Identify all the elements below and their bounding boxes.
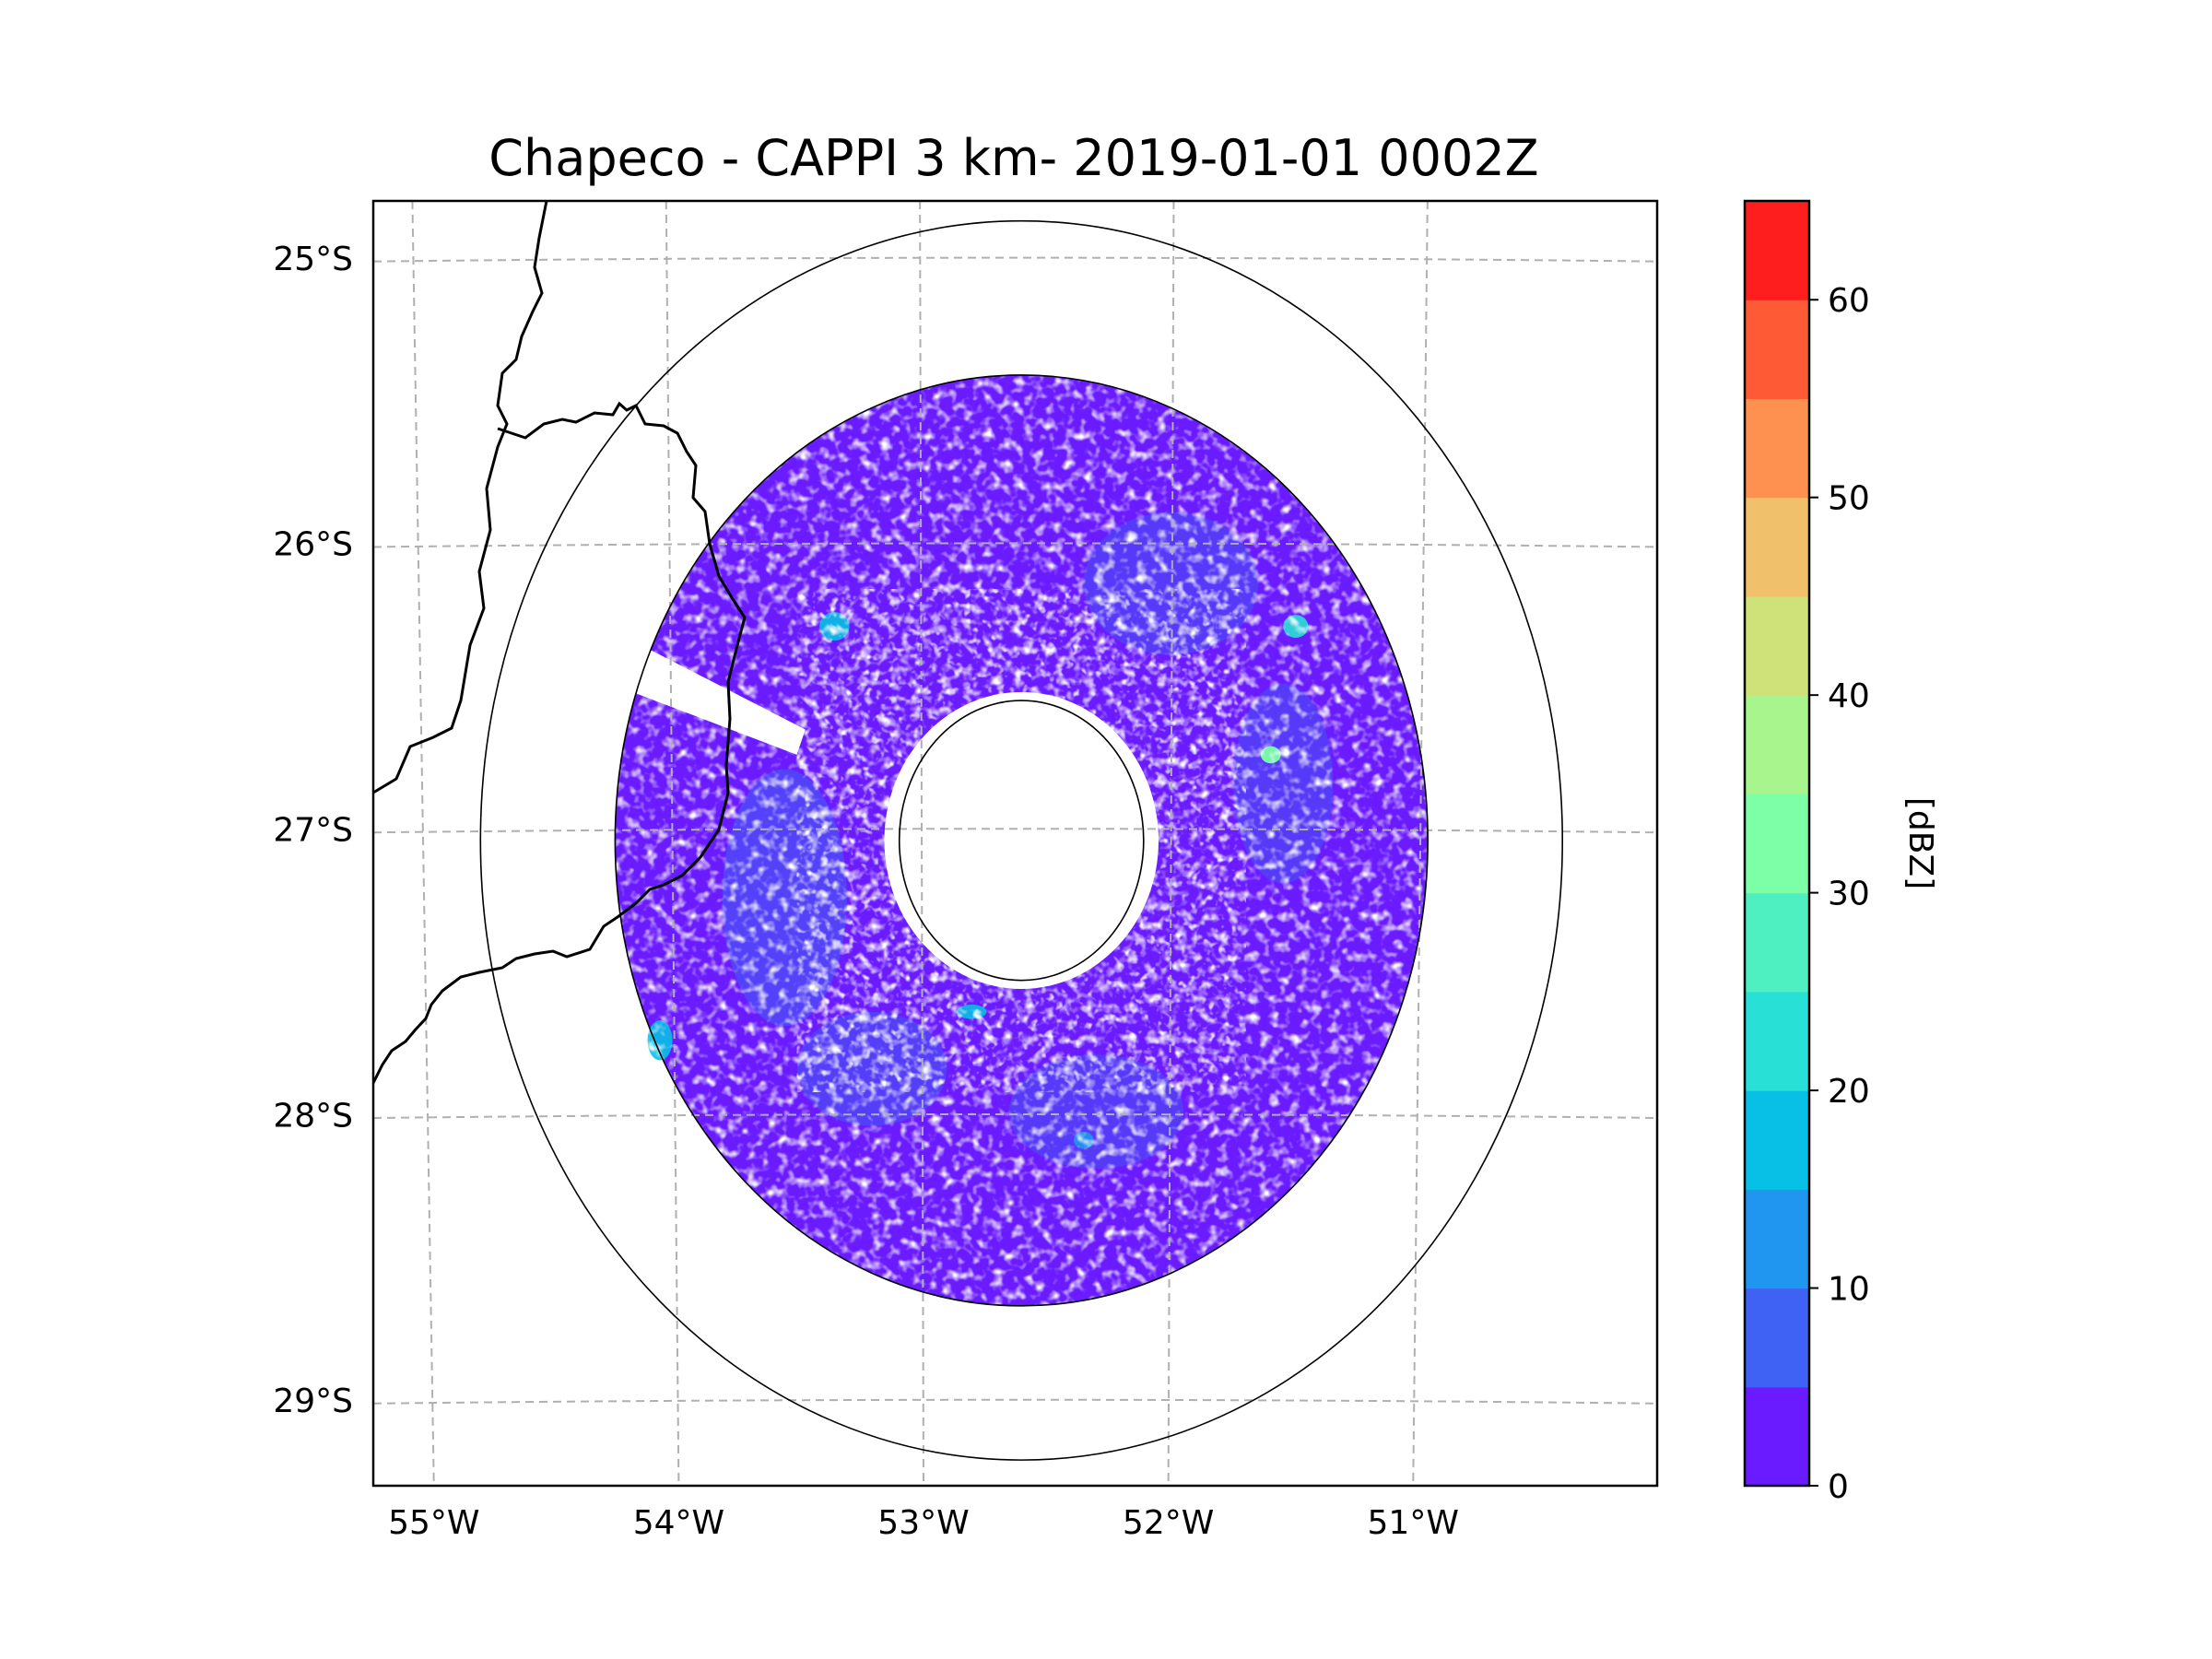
colorbar-bin [1745,497,1809,597]
lat-tick-label: 25°S [273,241,353,278]
colorbar-bin [1745,991,1809,1091]
colorbar-tick-label: 50 [1828,480,1870,518]
range-ring [479,219,1564,1461]
lat-tick-label: 26°S [273,526,353,564]
colorbar-tick-label: 30 [1828,876,1870,913]
lon-gridline [665,201,680,1486]
colorbar: 0 10 20 30 40 50 60 [dBZ] [1743,199,1939,1506]
colorbar-bin [1745,398,1809,499]
lon-gridline [919,201,925,1486]
lon-tick-label: 54°W [633,1504,724,1542]
colorbar-tick-label: 10 [1828,1271,1870,1309]
country-border-line [373,401,747,1084]
lon-gridline [1167,201,1175,1486]
range-rings [479,219,1564,1461]
colorbar-bin [1745,595,1809,696]
graticule [373,201,1657,1486]
colorbar-frame [1743,199,1811,1488]
lon-tick-label: 55°W [388,1504,479,1542]
lat-tick-label: 28°S [273,1097,353,1135]
lon-tick-label: 52°W [1123,1504,1214,1542]
lat-gridline [373,256,1657,263]
latitude-tick-labels: 25°S 26°S 27°S 28°S 29°S [273,241,353,1420]
colorbar-tick-label: 60 [1828,282,1870,320]
colorbar-bin [1745,300,1809,400]
colorbar-bin [1745,695,1809,794]
map-plot-area: 55°W 54°W 53°W 52°W 51°W 25°S 26°S 27°S 28°S 29°… [273,199,1659,1542]
lat-gridline [373,542,1657,548]
map-frame [371,199,1659,1488]
colorbar-tick-label: 0 [1828,1468,1849,1506]
colorbar-tick-label: 40 [1828,677,1870,715]
colorbar-bin [1745,1189,1809,1289]
range-ring [614,374,1429,1307]
lat-tick-label: 29°S [273,1382,353,1420]
lon-gridline [1412,201,1429,1486]
central-clear-core [884,691,1159,989]
lon-gridline [411,201,435,1486]
longitude-tick-labels: 55°W 54°W 53°W 52°W 51°W [388,1504,1459,1542]
lon-tick-label: 51°W [1368,1504,1459,1542]
reflectivity-field [615,374,1429,1306]
lat-gridline [373,1398,1657,1405]
lat-tick-label: 27°S [273,812,353,850]
colorbar-bin [1745,1090,1809,1190]
colorbar-bin [1745,201,1809,300]
blockage-wedge [619,641,806,755]
chart-title: Chapeco - CAPPI 3 km- 2019-01-01 0002Z [488,129,1538,187]
colorbar-bin [1745,892,1809,993]
colorbar-label: [dBZ] [1901,797,1939,889]
colorbar-bin [1745,1386,1809,1487]
state-border-line [373,201,548,794]
colorbar-bin [1745,794,1809,894]
colorbar-bin [1745,1288,1809,1388]
range-ring [898,700,1145,982]
lat-gridline [373,1112,1657,1120]
lat-gridline [373,828,1657,834]
lon-tick-label: 53°W [877,1504,969,1542]
colorbar-tick-label: 20 [1828,1073,1870,1111]
